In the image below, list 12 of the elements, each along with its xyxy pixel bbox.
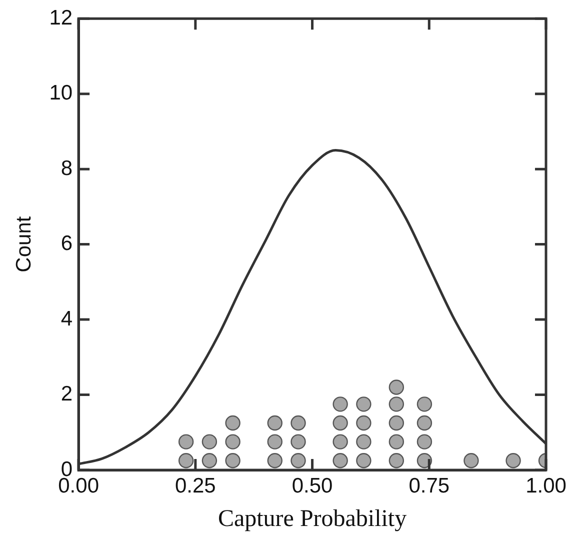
x-tick-label: 1.00 [526, 474, 566, 498]
y-tick-label: 6 [60, 232, 73, 256]
x-tick-label: 0.75 [408, 474, 450, 498]
y-tick-label: 10 [49, 82, 73, 105]
x-tick-label: 0.50 [292, 474, 333, 498]
y-tick-label: 8 [60, 156, 73, 180]
y-axis-title: Count [12, 216, 36, 272]
y-tick-label: 4 [60, 307, 73, 330]
y-tick-label: 12 [49, 6, 73, 30]
x-tick-label: 0.25 [174, 474, 216, 498]
y-tick-label: 2 [60, 382, 73, 406]
x-axis-title: Capture Probability [218, 506, 407, 532]
